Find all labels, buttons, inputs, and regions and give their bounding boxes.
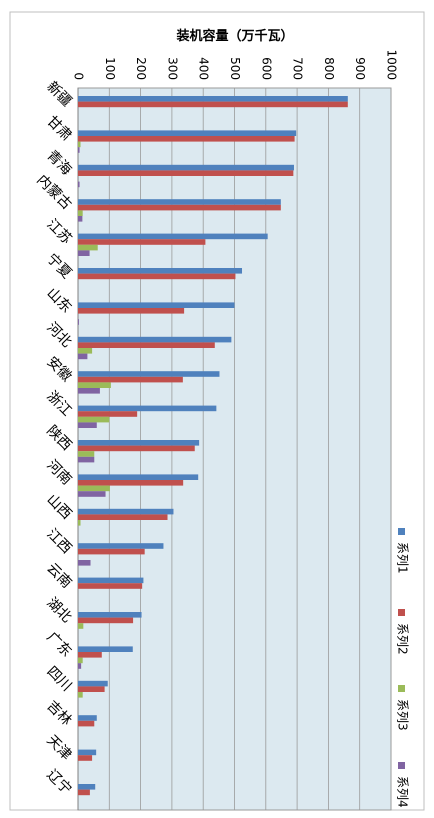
bar-系列2-四川 — [78, 686, 105, 692]
x-tick-labels: 0 100 200 300 400 500 600 700 800 900 1000 — [72, 49, 399, 80]
bar-系列2-天津 — [78, 755, 93, 761]
bar-系列4-江西 — [78, 560, 91, 566]
bar-系列2-吉林 — [78, 720, 95, 727]
bar-系列4-江苏 — [78, 250, 90, 256]
bar-系列2-辽宁 — [78, 789, 90, 796]
bar-系列4-内蒙古 — [78, 216, 83, 222]
legend: 系列1 系列2 系列3 系列4 — [396, 528, 410, 808]
bar-系列1-山东 — [78, 302, 235, 308]
x-tick-label: 900 — [353, 57, 367, 80]
bar-系列3-江苏 — [78, 244, 98, 251]
bar-系列2-河南 — [78, 480, 184, 486]
bar-系列1-安徽 — [78, 371, 220, 377]
legend-label: 系列2 — [396, 623, 410, 655]
bar-系列1-四川 — [78, 680, 108, 687]
bar-系列1-广东 — [78, 646, 133, 652]
bar-系列1-甘肃 — [78, 130, 297, 136]
bar-系列3-湖北 — [78, 623, 84, 629]
legend-label: 系列4 — [396, 776, 410, 808]
bar-系列2-江苏 — [78, 239, 206, 245]
bar-系列3-内蒙古 — [78, 210, 83, 216]
x-tick-label: 600 — [259, 57, 273, 80]
x-tick-label: 800 — [322, 57, 336, 80]
bar-系列3-浙江 — [78, 416, 110, 423]
bar-系列2-新疆 — [78, 101, 348, 108]
bar-系列1-河北 — [78, 336, 232, 343]
bar-系列1-云南 — [78, 577, 144, 584]
bar-系列4-山东 — [78, 319, 79, 325]
bar-系列1-江苏 — [78, 233, 268, 240]
bar-系列2-河北 — [78, 342, 215, 348]
bar-系列4-浙江 — [78, 422, 97, 428]
bar-系列2-宁夏 — [78, 273, 236, 280]
chart-title: 装机容量（万千瓦） — [175, 28, 293, 44]
x-tick-label: 100 — [103, 57, 117, 80]
bar-系列2-陕西 — [78, 445, 195, 452]
x-tick-label: 500 — [228, 57, 242, 80]
bar-系列2-云南 — [78, 583, 143, 589]
bar-系列2-江西 — [78, 548, 145, 555]
bar-系列1-吉林 — [78, 715, 97, 721]
bar-系列4-河南 — [78, 491, 106, 497]
bar-系列1-辽宁 — [78, 784, 96, 790]
x-tick-label: 300 — [165, 57, 179, 80]
x-tick-label: 200 — [134, 57, 148, 80]
bar-系列2-甘肃 — [78, 136, 295, 142]
bar-系列4-广东 — [78, 663, 82, 669]
bar-系列4-青海 — [78, 181, 80, 188]
bar-系列3-甘肃 — [78, 141, 81, 148]
bar-系列4-陕西 — [78, 456, 95, 463]
bar-系列1-河南 — [78, 474, 199, 480]
bar-系列3-河北 — [78, 348, 93, 354]
bar-系列4-安徽 — [78, 388, 100, 394]
bar-系列1-青海 — [78, 164, 294, 171]
legend-swatch — [398, 685, 405, 692]
bar-系列2-内蒙古 — [78, 204, 281, 211]
bar-系列1-湖北 — [78, 612, 142, 618]
bar-系列1-山西 — [78, 508, 174, 515]
bar-系列1-陕西 — [78, 440, 200, 446]
bar-系列3-安徽 — [78, 382, 111, 388]
bar-系列3-广东 — [78, 657, 83, 664]
bar-系列1-浙江 — [78, 405, 217, 412]
bar-系列4-河北 — [78, 353, 88, 360]
x-tick-label: 400 — [197, 57, 211, 80]
bar-系列1-内蒙古 — [78, 199, 281, 205]
legend-swatch — [398, 609, 405, 616]
bar-系列3-山西 — [78, 520, 81, 526]
bar-系列3-四川 — [78, 692, 83, 698]
bar-系列2-安徽 — [78, 376, 183, 383]
bar-系列1-新疆 — [78, 96, 348, 102]
legend-label: 系列3 — [396, 699, 410, 731]
bar-系列1-江西 — [78, 543, 164, 549]
bar-系列1-宁夏 — [78, 268, 243, 274]
bar-系列2-浙江 — [78, 411, 138, 417]
bar-系列3-陕西 — [78, 451, 95, 457]
bar-系列4-甘肃 — [78, 147, 80, 153]
legend-swatch — [398, 528, 405, 535]
legend-label: 系列1 — [396, 542, 410, 574]
bar-系列2-山西 — [78, 514, 168, 520]
bar-系列2-广东 — [78, 652, 102, 658]
bars-layer — [78, 96, 348, 796]
legend-swatch — [398, 762, 405, 769]
bar-系列2-湖北 — [78, 617, 134, 624]
bar-系列3-河南 — [78, 485, 110, 492]
bar-系列1-天津 — [78, 749, 97, 756]
x-tick-label: 700 — [291, 57, 305, 80]
bar-系列2-山东 — [78, 308, 185, 314]
bar-系列2-青海 — [78, 170, 294, 176]
x-tick-label: 1000 — [385, 49, 399, 80]
x-tick-label: 0 — [72, 72, 86, 80]
